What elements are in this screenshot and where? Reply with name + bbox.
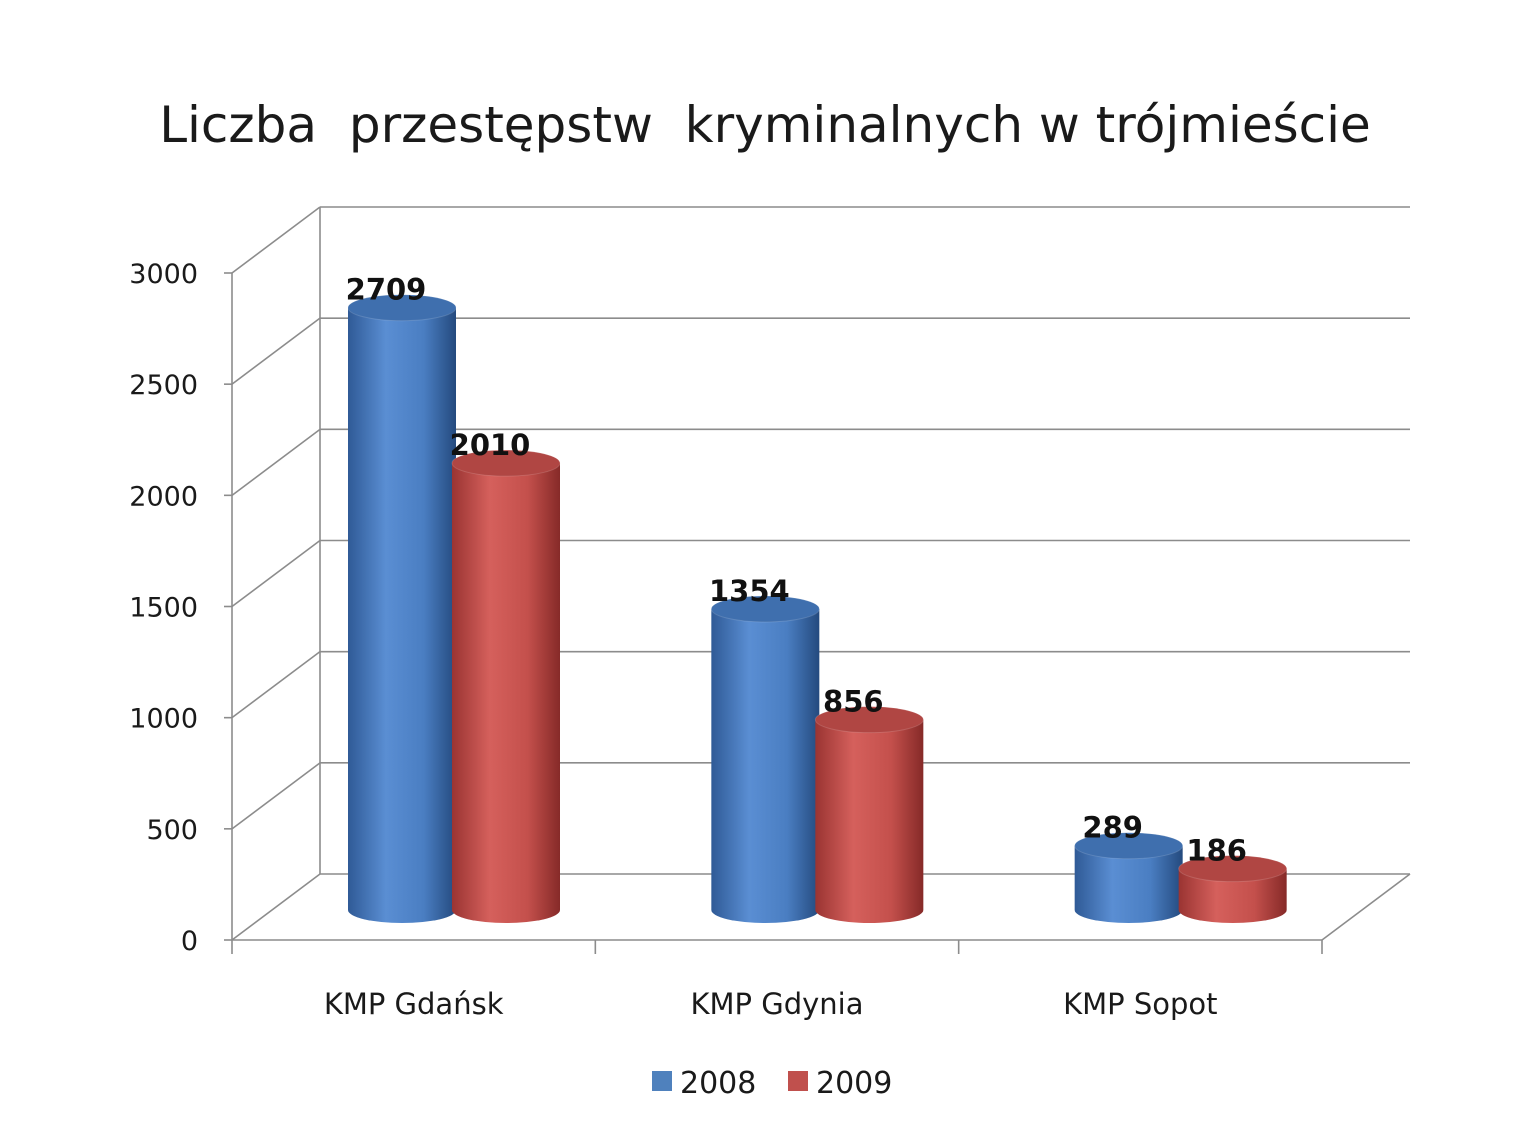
bar-2009-0 [451, 449, 561, 923]
legend-item-2009: 2009 [788, 1066, 892, 1101]
bar-2008-0 [347, 294, 457, 924]
ytick-label-2000: 2000 [129, 481, 198, 512]
legend-label: 2008 [680, 1066, 756, 1101]
ytick-label-1000: 1000 [129, 704, 198, 735]
bar-2009-1 [814, 706, 924, 923]
data-labels: 2709 2010 1354 856 289 186 [346, 273, 1247, 868]
ytick-label-0: 0 [181, 926, 198, 957]
legend-swatch [652, 1071, 672, 1091]
gridline-0 [231, 873, 321, 941]
legend-label: 2009 [816, 1066, 892, 1101]
floor-right-edge [1321, 873, 1411, 941]
ytick-label-2500: 2500 [129, 370, 198, 401]
bar-2008-1 [710, 595, 820, 923]
gridline-2500 [231, 317, 1410, 385]
category-label-1: KMP Gdynia [691, 987, 864, 1021]
data-label-2009-0: 2010 [450, 428, 531, 462]
ytick-label-500: 500 [146, 815, 198, 846]
legend-item-2008: 2008 [652, 1066, 756, 1101]
chart-title: Liczba przestępstw kryminalnych w trójmi… [159, 96, 1371, 154]
gridline-2000 [231, 428, 1410, 496]
data-label-2008-1: 1354 [709, 574, 790, 608]
data-label-2008-2: 289 [1082, 811, 1143, 845]
bar-2008-2 [1074, 832, 1184, 923]
bar-2009-2 [1178, 855, 1288, 923]
x-axis-categories: KMP Gdańsk KMP Gdynia KMP Sopot [324, 987, 1218, 1021]
bars [347, 294, 1288, 924]
ytick-label-1500: 1500 [129, 593, 198, 624]
category-label-2: KMP Sopot [1063, 987, 1217, 1021]
category-label-0: KMP Gdańsk [324, 987, 504, 1021]
data-label-2009-2: 186 [1186, 834, 1247, 868]
ytick-label-3000: 3000 [129, 259, 198, 290]
y-axis-ticks: 0 500 1000 1500 2000 2500 3000 [129, 259, 198, 957]
legend: 2008 2009 [652, 1066, 892, 1101]
legend-swatch [788, 1071, 808, 1091]
gridline-3000 [231, 206, 1410, 274]
data-label-2008-0: 2709 [346, 273, 427, 307]
data-label-2009-1: 856 [823, 685, 884, 719]
